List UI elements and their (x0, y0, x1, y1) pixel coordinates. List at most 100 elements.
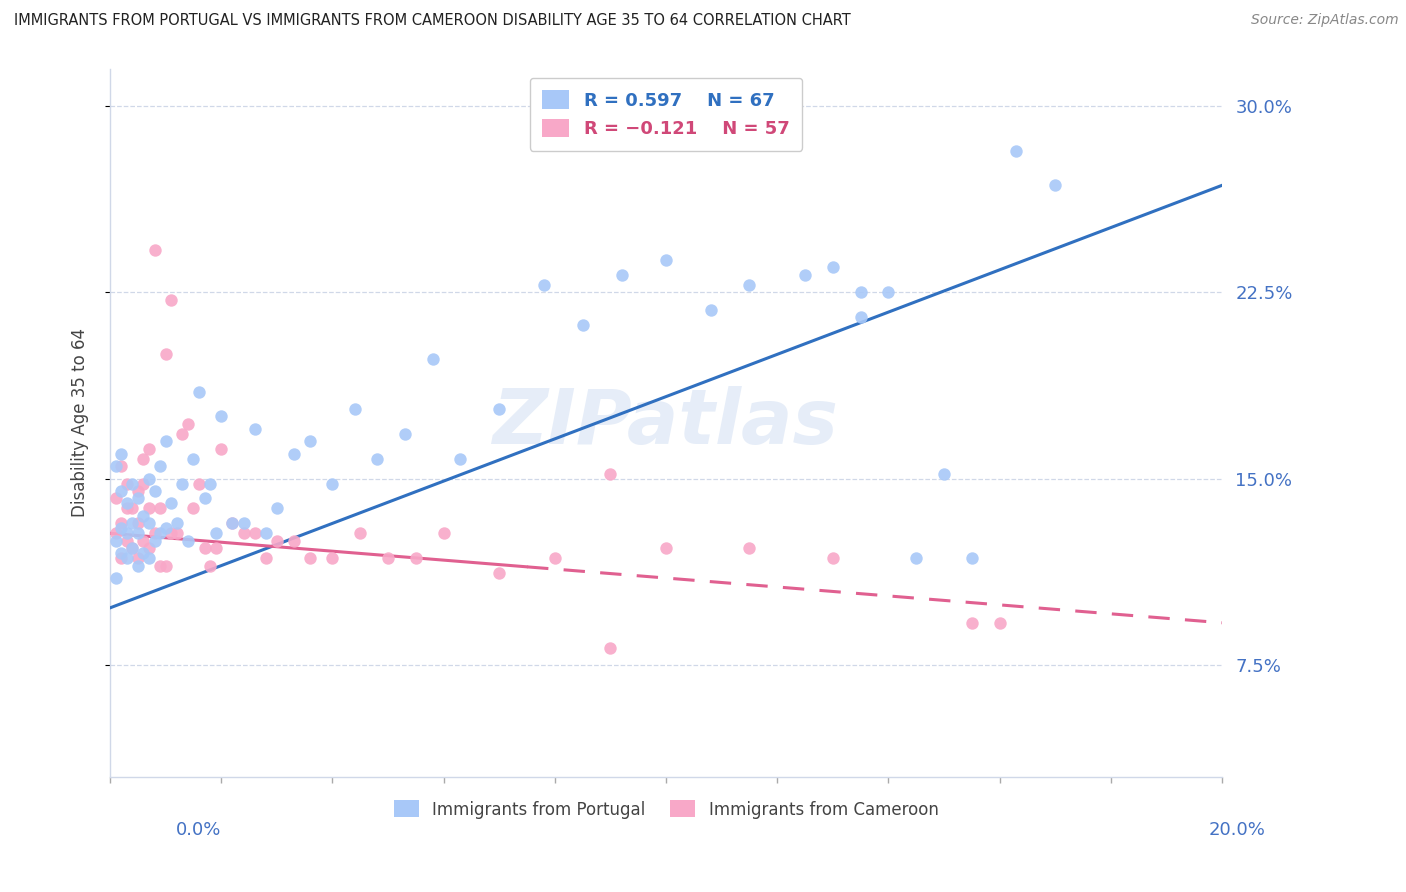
Point (655, 541, 678, 556)
Point (821, 551, 844, 566)
Point (394, 426, 416, 441)
Point (149, 526, 172, 541)
Point (143, 483, 166, 498)
Point (149, 459, 172, 474)
Point (115, 551, 138, 566)
Point (121, 476, 143, 491)
Point (132, 533, 155, 548)
Point (221, 516, 243, 531)
Point (160, 526, 183, 541)
Point (155, 347, 177, 361)
Point (283, 447, 305, 461)
Point (110, 546, 132, 560)
Point (127, 551, 149, 566)
Point (988, 615, 1011, 630)
Point (121, 516, 143, 531)
Point (104, 491, 127, 506)
Point (143, 243, 166, 257)
Point (299, 434, 322, 449)
Point (321, 551, 343, 566)
Point (177, 533, 200, 548)
Point (138, 501, 160, 516)
Point (121, 501, 143, 516)
Point (1045, 178, 1067, 193)
Point (488, 402, 510, 417)
Point (198, 476, 221, 491)
Point (138, 541, 160, 556)
Point (377, 551, 399, 566)
Point (188, 384, 211, 399)
Point (299, 551, 322, 566)
Point (104, 533, 127, 548)
Text: 20.0%: 20.0% (1209, 821, 1265, 838)
Text: IMMIGRANTS FROM PORTUGAL VS IMMIGRANTS FROM CAMEROON DISABILITY AGE 35 TO 64 COR: IMMIGRANTS FROM PORTUGAL VS IMMIGRANTS F… (14, 13, 851, 29)
Point (138, 472, 160, 486)
Point (699, 302, 721, 317)
Point (127, 526, 149, 541)
Point (143, 526, 166, 541)
Point (655, 252, 678, 267)
Point (183, 501, 205, 516)
Y-axis label: Disability Age 35 to 64: Disability Age 35 to 64 (72, 328, 89, 517)
Point (127, 516, 149, 531)
Point (198, 558, 221, 573)
Point (143, 533, 166, 548)
Point (204, 541, 226, 556)
Point (266, 501, 288, 516)
Point (610, 268, 633, 282)
Point (166, 526, 188, 541)
Text: 0.0%: 0.0% (176, 821, 221, 838)
Point (110, 551, 132, 566)
Point (794, 268, 817, 282)
Point (149, 501, 172, 516)
Point (194, 541, 217, 556)
Point (155, 434, 177, 449)
Point (132, 451, 155, 466)
Point (422, 352, 444, 367)
Point (738, 277, 761, 292)
Point (149, 558, 172, 573)
Point (115, 476, 138, 491)
Point (366, 451, 388, 466)
Point (209, 442, 232, 456)
Point (266, 533, 288, 548)
Point (166, 516, 188, 531)
Point (599, 640, 621, 655)
Point (321, 476, 343, 491)
Point (849, 310, 872, 324)
Text: ZIPatlas: ZIPatlas (494, 385, 839, 459)
Point (188, 476, 211, 491)
Point (172, 476, 194, 491)
Point (232, 526, 254, 541)
Point (160, 293, 183, 307)
Point (449, 451, 471, 466)
Point (172, 426, 194, 441)
Point (127, 483, 149, 498)
Point (132, 508, 155, 523)
Point (194, 491, 217, 506)
Point (433, 526, 456, 541)
Point (599, 467, 621, 481)
Point (127, 491, 149, 506)
Point (204, 526, 226, 541)
Point (905, 551, 928, 566)
Point (221, 516, 243, 531)
Point (343, 402, 366, 417)
Point (849, 285, 872, 300)
Point (177, 417, 200, 431)
Point (132, 546, 155, 560)
Point (405, 551, 427, 566)
Point (110, 447, 132, 461)
Point (110, 521, 132, 535)
Point (183, 451, 205, 466)
Point (283, 533, 305, 548)
Point (254, 526, 277, 541)
Point (121, 541, 143, 556)
Point (115, 526, 138, 541)
Point (138, 442, 160, 456)
Point (115, 533, 138, 548)
Point (209, 409, 232, 424)
Point (110, 516, 132, 531)
Point (738, 541, 761, 556)
Point (877, 285, 900, 300)
